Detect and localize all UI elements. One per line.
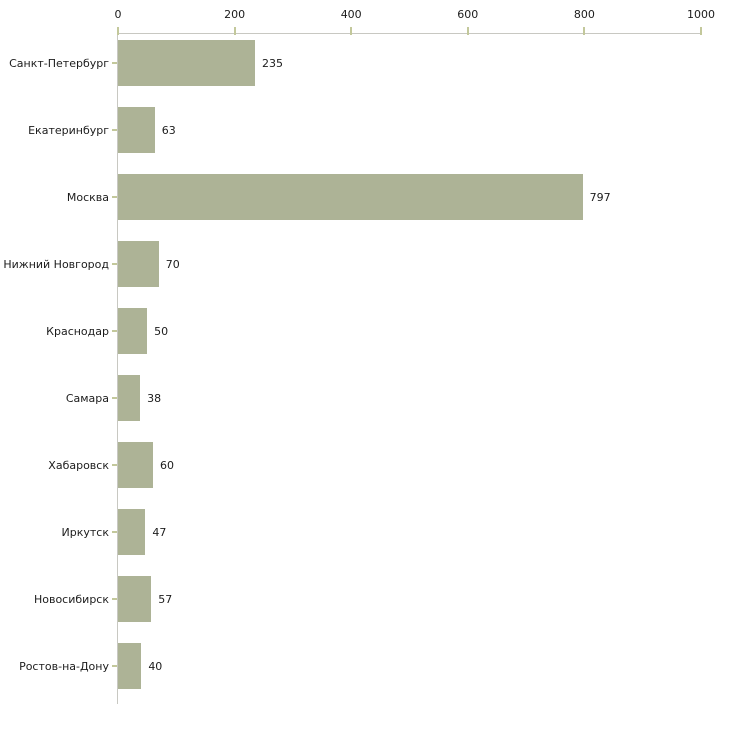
bar-row: Новосибирск 57 [34, 570, 701, 637]
y-axis-tick-mark [112, 62, 117, 64]
y-axis-tick-mark [112, 531, 117, 533]
bar-value-label: 40 [148, 659, 163, 673]
category-label: Ростов-на-Дону [19, 659, 109, 673]
category-label: Нижний Новгород [3, 257, 109, 271]
y-axis-tick-mark [112, 397, 117, 399]
bar-row: Краснодар 50 [46, 302, 701, 369]
y-axis-tick-mark [112, 464, 117, 466]
bar-value-label: 57 [158, 592, 173, 606]
x-axis-tick-mark [466, 27, 469, 35]
bar [118, 643, 142, 689]
bar [118, 107, 155, 153]
x-axis-tick-mark [233, 27, 236, 35]
bar-value-label: 50 [154, 324, 169, 338]
category-label: Иркутск [61, 525, 109, 539]
x-axis-tick-mark [350, 27, 353, 35]
category-label: Краснодар [46, 324, 109, 338]
y-axis-tick-mark [112, 263, 117, 265]
y-axis-tick-mark [112, 598, 117, 600]
bar [118, 375, 141, 421]
bar-row: Хабаровск 60 [48, 436, 701, 503]
x-axis-tick-label: 400 [340, 8, 362, 21]
category-label: Хабаровск [48, 458, 109, 472]
bar-row: Нижний Новгород 70 [3, 235, 701, 302]
bar-value-label: 47 [152, 525, 167, 539]
x-axis-tick-label: 0 [114, 8, 122, 21]
bar-value-label: 797 [589, 190, 611, 204]
x-axis-tick-label: 600 [457, 8, 479, 21]
category-label: Москва [66, 190, 109, 204]
bar [118, 308, 148, 354]
x-axis-tick-mark [117, 27, 119, 35]
bar-value-label: 235 [262, 56, 283, 70]
bar [118, 576, 152, 622]
y-axis-tick-mark [112, 330, 117, 332]
bar-value-label: 70 [165, 257, 180, 271]
bar-value-label: 63 [161, 123, 176, 137]
bar [118, 174, 583, 220]
y-axis-tick-mark [112, 196, 117, 198]
y-axis-tick-mark [112, 665, 117, 667]
bar-value-label: 38 [147, 391, 162, 405]
x-axis-tick-mark [700, 27, 702, 35]
bar-row: Иркутск 47 [62, 503, 701, 570]
bar-row: Самара 38 [66, 369, 701, 436]
bar-value-label: 60 [159, 458, 174, 472]
bar [118, 442, 153, 488]
bar-row: Екатеринбург 63 [28, 101, 701, 168]
category-label: Екатеринбург [28, 123, 109, 137]
bar [118, 509, 146, 555]
category-label: Новосибирск [33, 592, 109, 606]
bar-row: Санкт-Петербург 235 [9, 34, 701, 101]
x-axis-tick-label: 200 [224, 8, 246, 21]
bar-row: Москва 797 [67, 168, 701, 235]
x-axis-tick-mark [583, 27, 586, 35]
x-axis-tick-label: 800 [573, 8, 595, 21]
x-axis-tick-label: 1000 [687, 8, 715, 21]
y-axis-tick-mark [112, 129, 117, 131]
bar [118, 241, 159, 287]
plot-area: 0 200 400 600 800 1000 Санкт-Петербург 235 Екате… [3, 8, 715, 704]
category-label: Самара [65, 391, 109, 405]
bar [118, 40, 255, 86]
bar-row: Ростов-на-Дону 40 [19, 637, 701, 704]
category-label: Санкт-Петербург [9, 56, 109, 70]
